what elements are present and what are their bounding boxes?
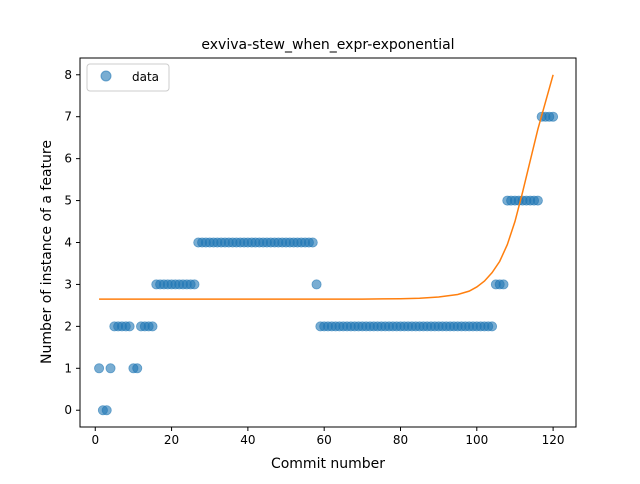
data-point — [94, 363, 105, 374]
y-tick-label: 5 — [64, 194, 72, 208]
data-point — [532, 195, 543, 206]
chart-title: exviva-stew_when_expr-exponential — [201, 37, 454, 53]
y-tick-label: 8 — [64, 68, 72, 82]
legend: data — [86, 63, 170, 92]
data-point — [124, 321, 135, 332]
data-point — [189, 279, 200, 290]
data-point — [311, 279, 322, 290]
data-point — [147, 321, 158, 332]
plot-area: 0 20 40 60 80 100 120 0 1 2 3 4 5 6 7 8 — [64, 57, 577, 447]
x-tick-label: 60 — [317, 433, 332, 447]
data-point — [101, 405, 112, 416]
x-tick-label: 100 — [465, 433, 488, 447]
x-tick-label: 20 — [164, 433, 179, 447]
x-axis-label: Commit number — [271, 456, 385, 472]
y-tick-label: 0 — [64, 403, 72, 417]
x-tick-label: 120 — [542, 433, 565, 447]
data-point — [307, 237, 318, 248]
data-point — [105, 363, 116, 374]
data-point — [487, 321, 498, 332]
x-tick-label: 0 — [91, 433, 99, 447]
y-tick-label: 7 — [64, 110, 72, 124]
y-tick-label: 4 — [64, 236, 72, 250]
fit-curve — [99, 74, 554, 300]
legend-label-data: data — [132, 70, 159, 84]
data-point — [498, 279, 509, 290]
y-axis-label: Number of instance of a feature — [39, 140, 55, 364]
y-tick-label: 3 — [64, 277, 72, 291]
y-tick-label: 6 — [64, 152, 72, 166]
data-point — [132, 363, 143, 374]
legend-marker-data — [100, 70, 112, 82]
y-tick-label: 2 — [64, 319, 72, 333]
x-tick-label: 80 — [393, 433, 408, 447]
data-points — [94, 111, 559, 416]
x-tick-label: 40 — [240, 433, 255, 447]
y-tick-label: 1 — [64, 361, 72, 375]
data-point — [548, 111, 559, 122]
